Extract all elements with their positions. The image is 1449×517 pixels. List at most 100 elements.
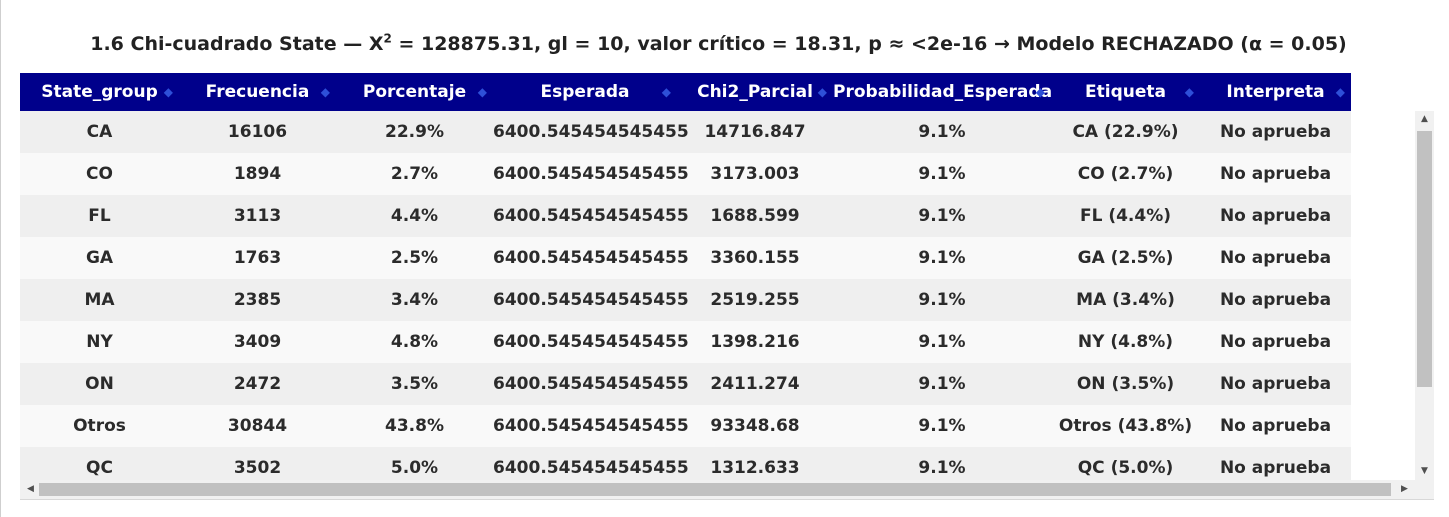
cell-probabilidad-esperada: 9.1%: [833, 405, 1051, 447]
cell-chi2-parcial: 3360.155: [677, 237, 833, 279]
cell-porcentaje: 43.8%: [336, 405, 493, 447]
cell-interpreta: No aprueba: [1200, 153, 1351, 195]
sort-arrows-icon[interactable]: ◆: [817, 85, 827, 99]
cell-probabilidad-esperada: 9.1%: [833, 363, 1051, 405]
cell-frecuencia: 16106: [179, 111, 336, 153]
scrollbar-corner: [1415, 480, 1434, 499]
table-row[interactable]: FL 3113 4.4% 6400.545454545455 1688.599 9.1% F…: [20, 195, 1351, 237]
cell-frecuencia: 30844: [179, 405, 336, 447]
cell-chi2-parcial: 3173.003: [677, 153, 833, 195]
cell-chi2-parcial: 14716.847: [677, 111, 833, 153]
cell-probabilidad-esperada: 9.1%: [833, 111, 1051, 153]
cell-chi2-parcial: 1398.216: [677, 321, 833, 363]
cell-interpreta: No aprueba: [1200, 237, 1351, 279]
horizontal-scrollbar[interactable]: ◀ ▶: [20, 480, 1415, 499]
column-header-label: Chi2_Parcial: [697, 82, 813, 102]
cell-esperada: 6400.545454545455: [493, 279, 689, 321]
cell-porcentaje: 4.8%: [336, 321, 493, 363]
cell-state-group: Otros: [20, 405, 179, 447]
column-header-esperada[interactable]: Esperada ◆: [493, 73, 677, 111]
horizontal-scroll-thumb[interactable]: [39, 483, 1391, 496]
column-header-label: Etiqueta: [1085, 82, 1166, 102]
data-table: State_group ◆ Frecuencia ◆ Porcentaje ◆ Espera…: [20, 73, 1434, 499]
cell-esperada: 6400.545454545455: [493, 405, 689, 447]
cell-interpreta: No aprueba: [1200, 405, 1351, 447]
table-body: CA 16106 22.9% 6400.545454545455 14716.847 9.…: [20, 111, 1351, 480]
cell-etiqueta: QC (5.0%): [1051, 447, 1200, 480]
cell-state-group: QC: [20, 447, 179, 480]
cell-etiqueta: Otros (43.8%): [1051, 405, 1200, 447]
column-header-chi2-parcial[interactable]: Chi2_Parcial ◆: [677, 73, 833, 111]
cell-etiqueta: FL (4.4%): [1051, 195, 1200, 237]
cell-frecuencia: 2385: [179, 279, 336, 321]
table-row[interactable]: GA 1763 2.5% 6400.545454545455 3360.155 9.1% G…: [20, 237, 1351, 279]
cell-frecuencia: 1763: [179, 237, 336, 279]
column-header-etiqueta[interactable]: Etiqueta ◆: [1051, 73, 1200, 111]
cell-esperada: 6400.545454545455: [493, 195, 689, 237]
scroll-up-icon[interactable]: ▲: [1421, 114, 1428, 124]
cell-etiqueta: NY (4.8%): [1051, 321, 1200, 363]
table-row[interactable]: ON 2472 3.5% 6400.545454545455 2411.274 9.1% O…: [20, 363, 1351, 405]
column-header-interpreta[interactable]: Interpreta ◆: [1200, 73, 1351, 111]
bottom-divider: [20, 499, 1434, 500]
vertical-scrollbar[interactable]: ▲ ▼: [1415, 111, 1434, 480]
scroll-right-icon[interactable]: ▶: [1401, 484, 1408, 494]
cell-state-group: CA: [20, 111, 179, 153]
vertical-scroll-thumb[interactable]: [1417, 131, 1432, 387]
cell-probabilidad-esperada: 9.1%: [833, 447, 1051, 480]
cell-chi2-parcial: 1688.599: [677, 195, 833, 237]
cell-probabilidad-esperada: 9.1%: [833, 237, 1051, 279]
cell-esperada: 6400.545454545455: [493, 111, 689, 153]
left-border: [0, 0, 1, 517]
sort-arrows-icon[interactable]: ◆: [477, 85, 487, 99]
scroll-down-icon[interactable]: ▼: [1421, 466, 1428, 476]
cell-state-group: FL: [20, 195, 179, 237]
table-row[interactable]: QC 3502 5.0% 6400.545454545455 1312.633 9.1% Q…: [20, 447, 1351, 480]
cell-probabilidad-esperada: 9.1%: [833, 321, 1051, 363]
sort-arrows-icon[interactable]: ◆: [163, 85, 173, 99]
cell-interpreta: No aprueba: [1200, 447, 1351, 480]
cell-state-group: MA: [20, 279, 179, 321]
cell-state-group: NY: [20, 321, 179, 363]
column-header-label: Esperada: [540, 82, 630, 102]
table-row[interactable]: CO 1894 2.7% 6400.545454545455 3173.003 9.1% C…: [20, 153, 1351, 195]
cell-porcentaje: 2.7%: [336, 153, 493, 195]
sort-arrows-icon[interactable]: ◆: [661, 85, 671, 99]
column-header-probabilidad-esperada[interactable]: Probabilidad_Esperada ◆: [833, 73, 1052, 111]
table-row[interactable]: Otros 30844 43.8% 6400.545454545455 93348.68…: [20, 405, 1351, 447]
sort-arrows-icon[interactable]: ◆: [1184, 85, 1194, 99]
sort-arrows-icon[interactable]: ◆: [320, 85, 330, 99]
cell-state-group: GA: [20, 237, 179, 279]
cell-interpreta: No aprueba: [1200, 321, 1351, 363]
cell-esperada: 6400.545454545455: [493, 363, 689, 405]
cell-etiqueta: MA (3.4%): [1051, 279, 1200, 321]
cell-esperada: 6400.545454545455: [493, 321, 689, 363]
cell-frecuencia: 3409: [179, 321, 336, 363]
table-row[interactable]: NY 3409 4.8% 6400.545454545455 1398.216 9.1% N…: [20, 321, 1351, 363]
sort-arrows-icon[interactable]: ◆: [1035, 85, 1045, 99]
scroll-left-icon[interactable]: ◀: [27, 484, 34, 494]
cell-chi2-parcial: 2519.255: [677, 279, 833, 321]
cell-porcentaje: 3.4%: [336, 279, 493, 321]
column-header-porcentaje[interactable]: Porcentaje ◆: [336, 73, 493, 111]
column-header-state-group[interactable]: State_group ◆: [20, 73, 179, 111]
cell-esperada: 6400.545454545455: [493, 153, 689, 195]
cell-chi2-parcial: 2411.274: [677, 363, 833, 405]
cell-interpreta: No aprueba: [1200, 363, 1351, 405]
cell-etiqueta: ON (3.5%): [1051, 363, 1200, 405]
cell-interpreta: No aprueba: [1200, 195, 1351, 237]
column-header-frecuencia[interactable]: Frecuencia ◆: [179, 73, 336, 111]
cell-probabilidad-esperada: 9.1%: [833, 279, 1051, 321]
cell-porcentaje: 4.4%: [336, 195, 493, 237]
cell-interpreta: No aprueba: [1200, 111, 1351, 153]
table-row[interactable]: CA 16106 22.9% 6400.545454545455 14716.847 9.…: [20, 111, 1351, 153]
table-caption: 1.6 Chi-cuadrado State — X2 = 128875.31,…: [90, 31, 1347, 55]
cell-frecuencia: 2472: [179, 363, 336, 405]
cell-porcentaje: 2.5%: [336, 237, 493, 279]
cell-porcentaje: 3.5%: [336, 363, 493, 405]
table-row[interactable]: MA 2385 3.4% 6400.545454545455 2519.255 9.1% M…: [20, 279, 1351, 321]
sort-arrows-icon[interactable]: ◆: [1335, 85, 1345, 99]
cell-etiqueta: CO (2.7%): [1051, 153, 1200, 195]
table-header: State_group ◆ Frecuencia ◆ Porcentaje ◆ Espera…: [20, 73, 1351, 111]
table-body-viewport[interactable]: CA 16106 22.9% 6400.545454545455 14716.847 9.…: [20, 111, 1415, 480]
